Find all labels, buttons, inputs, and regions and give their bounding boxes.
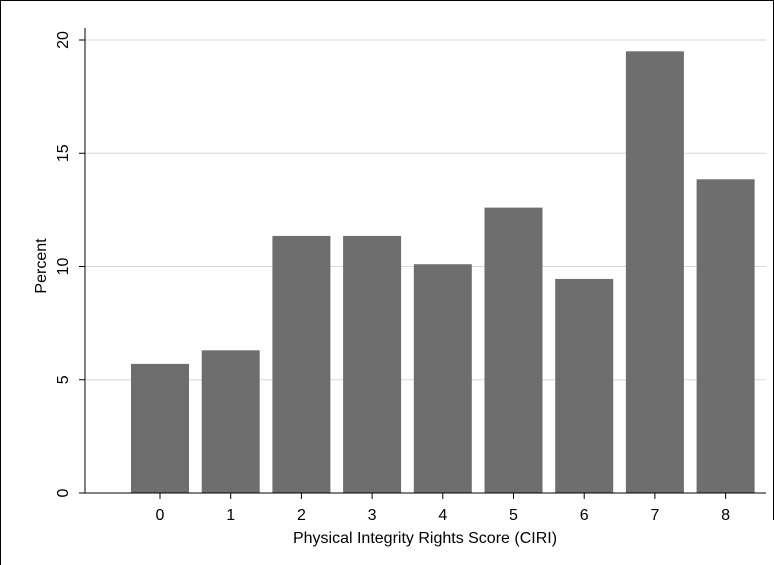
x-tick-label: 2	[297, 507, 306, 524]
bar-4	[413, 264, 472, 493]
y-tick-label: 20	[55, 31, 72, 49]
bar-6	[555, 278, 614, 493]
x-tick-label: 0	[156, 507, 165, 524]
bar-1	[201, 350, 260, 493]
bars	[131, 51, 755, 494]
bar-7	[625, 51, 684, 493]
x-tick-label: 3	[368, 507, 377, 524]
bar-3	[343, 235, 402, 494]
bar-0	[131, 363, 189, 493]
x-tick-label: 7	[650, 507, 659, 524]
x-tick-label: 8	[721, 507, 730, 524]
x-tick-label: 6	[580, 507, 589, 524]
x-axis-title: Physical Integrity Rights Score (CIRI)	[293, 530, 557, 547]
bar-5	[484, 207, 543, 494]
x-tick-label: 5	[509, 507, 518, 524]
x-tick-label: 4	[438, 507, 447, 524]
y-tick-label: 10	[55, 258, 72, 276]
y-axis-title: Percent	[33, 238, 50, 294]
x-axis-ticks: 0 1 2 3 4 5 6 7 8	[156, 493, 730, 524]
bar-2	[272, 235, 331, 494]
x-tick-label: 1	[226, 507, 235, 524]
y-tick-label: 0	[55, 488, 72, 497]
y-tick-label: 15	[55, 144, 72, 162]
bar-8	[696, 179, 755, 494]
y-tick-label: 5	[55, 375, 72, 384]
y-axis-ticks: 0 5 10 15 20	[55, 31, 85, 497]
